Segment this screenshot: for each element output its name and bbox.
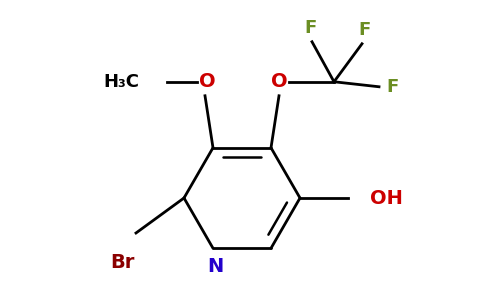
Text: H₃C: H₃C	[103, 73, 139, 91]
Text: OH: OH	[370, 188, 403, 208]
Text: Br: Br	[110, 254, 134, 272]
Text: O: O	[199, 72, 215, 91]
Text: F: F	[358, 21, 370, 39]
Text: F: F	[387, 78, 399, 96]
Text: O: O	[271, 72, 287, 91]
Text: N: N	[207, 257, 223, 276]
Text: F: F	[304, 19, 316, 37]
